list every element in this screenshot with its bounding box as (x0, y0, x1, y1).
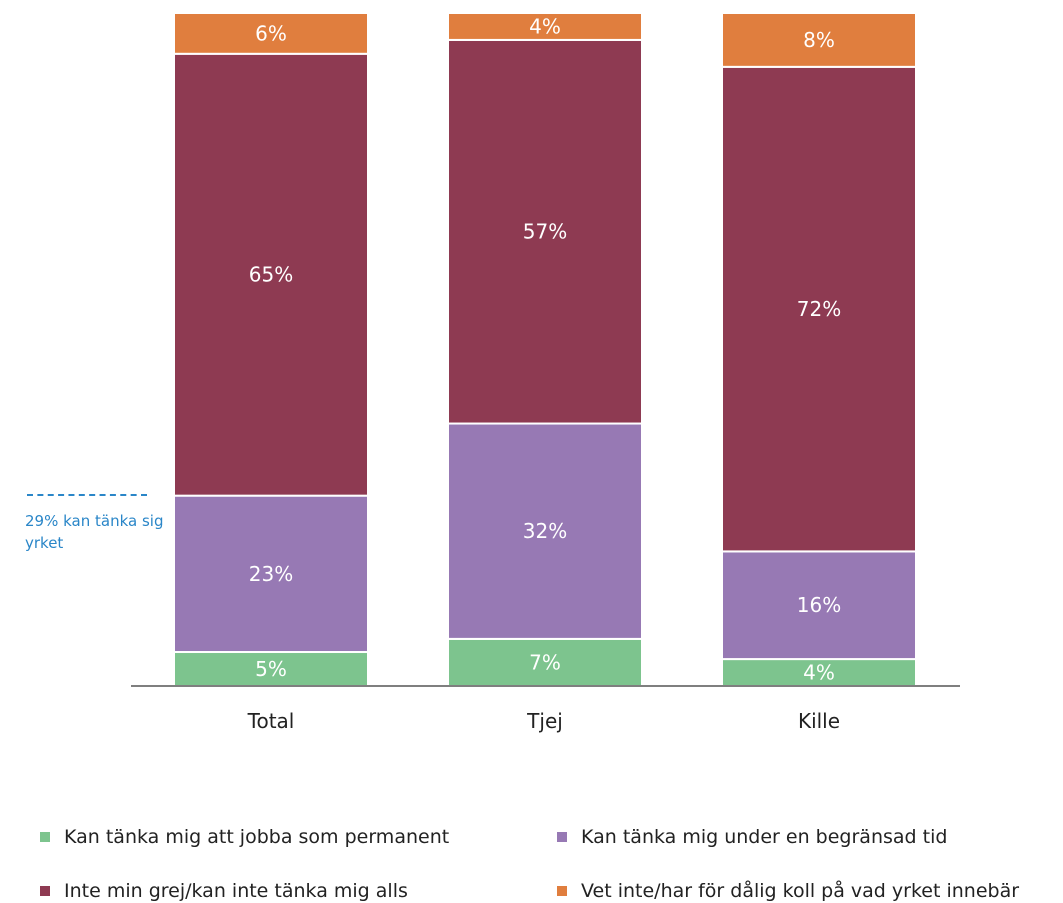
x-tick-label: Kille (798, 709, 840, 733)
data-label: 72% (797, 297, 841, 321)
bar-segment (447, 38, 643, 425)
annotation-dashed-line (27, 494, 147, 496)
data-label: 6% (255, 21, 287, 45)
data-label: 4% (803, 661, 835, 685)
data-label: 65% (249, 263, 293, 287)
x-tick-label: Tjej (526, 709, 563, 733)
bar-segment (721, 12, 917, 68)
data-label: 23% (249, 562, 293, 586)
data-label: 16% (797, 593, 841, 617)
bar-segment (447, 12, 643, 41)
bar-segment (721, 550, 917, 661)
bar-segment (447, 422, 643, 640)
x-tick-label: Total (247, 709, 295, 733)
bar-segment (173, 494, 369, 654)
bar-segment (721, 65, 917, 553)
chart-annotation: 29% kan tänka sig yrket (25, 512, 164, 552)
bar-segment (173, 12, 369, 55)
data-label: 32% (523, 519, 567, 543)
data-label: 4% (529, 14, 561, 38)
data-label: 8% (803, 28, 835, 52)
data-label: 57% (523, 220, 567, 244)
data-label: 5% (255, 657, 287, 681)
data-label: 7% (529, 650, 561, 674)
bar-segment (173, 651, 369, 687)
